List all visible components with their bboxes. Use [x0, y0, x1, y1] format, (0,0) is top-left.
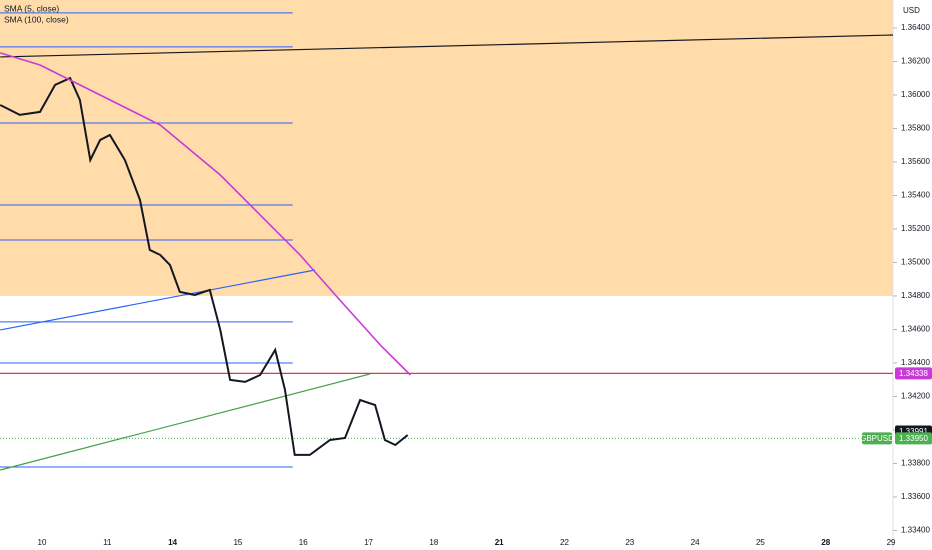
trend-line [0, 269, 316, 331]
y-tick-label: 1.34800 [901, 291, 930, 300]
x-tick-label: 24 [691, 538, 700, 547]
x-tick-label: 25 [756, 538, 765, 547]
legend: SMA (5, close)SMA (100, close) [4, 3, 69, 24]
y-tick-label: 1.36000 [901, 90, 930, 99]
x-tick-label: 14 [168, 538, 177, 547]
symbol-tag [862, 432, 892, 445]
legend-entry: SMA (5, close) [4, 3, 59, 13]
x-tick-label: 11 [103, 538, 112, 547]
trend-line [0, 373, 371, 471]
x-tick-label: 23 [625, 538, 634, 547]
legend-entry: SMA (100, close) [4, 14, 69, 24]
sma-line [0, 76, 409, 456]
y-tick-label: 1.33400 [901, 526, 930, 535]
y-tick-label: 1.33800 [901, 459, 930, 468]
y-tick-label: 1.34400 [901, 358, 930, 367]
x-tick-label: 29 [887, 538, 896, 547]
y-tick-label: 1.36400 [901, 23, 930, 32]
y-tick-label: 1.35800 [901, 124, 930, 133]
x-tick-label: 28 [821, 538, 830, 547]
y-tick-label: 1.35000 [901, 258, 930, 267]
y-tick-label: 1.35600 [901, 157, 930, 166]
x-tick-label: 15 [233, 538, 242, 547]
y-tick-label: 1.35400 [901, 191, 930, 200]
trend-line [0, 34, 894, 58]
x-tick-label: 22 [560, 538, 569, 547]
x-tick-label: 21 [495, 538, 504, 547]
currency-label: USD [903, 6, 920, 15]
x-tick-label: 18 [429, 538, 438, 547]
sma-line [0, 52, 411, 376]
sell-zone [0, 0, 893, 296]
x-tick-label: 17 [364, 538, 373, 547]
price-tag [895, 432, 932, 445]
price-tag-label: 1.33950 [899, 434, 928, 443]
y-tick-label: 1.33600 [901, 492, 930, 501]
y-tick-label: 1.34600 [901, 325, 930, 334]
x-tick-label: 10 [38, 538, 47, 547]
x-tick-label: 16 [299, 538, 308, 547]
price-tag-label: 1.34338 [899, 369, 928, 378]
price-tag-label: 1.33991 [899, 427, 928, 436]
price-tag [895, 367, 932, 380]
symbol-label: GBPUSD [860, 434, 894, 443]
y-tick-label: 1.36200 [901, 57, 930, 66]
y-tick-label: 1.35200 [901, 224, 930, 233]
y-tick-label: 1.34200 [901, 392, 930, 401]
